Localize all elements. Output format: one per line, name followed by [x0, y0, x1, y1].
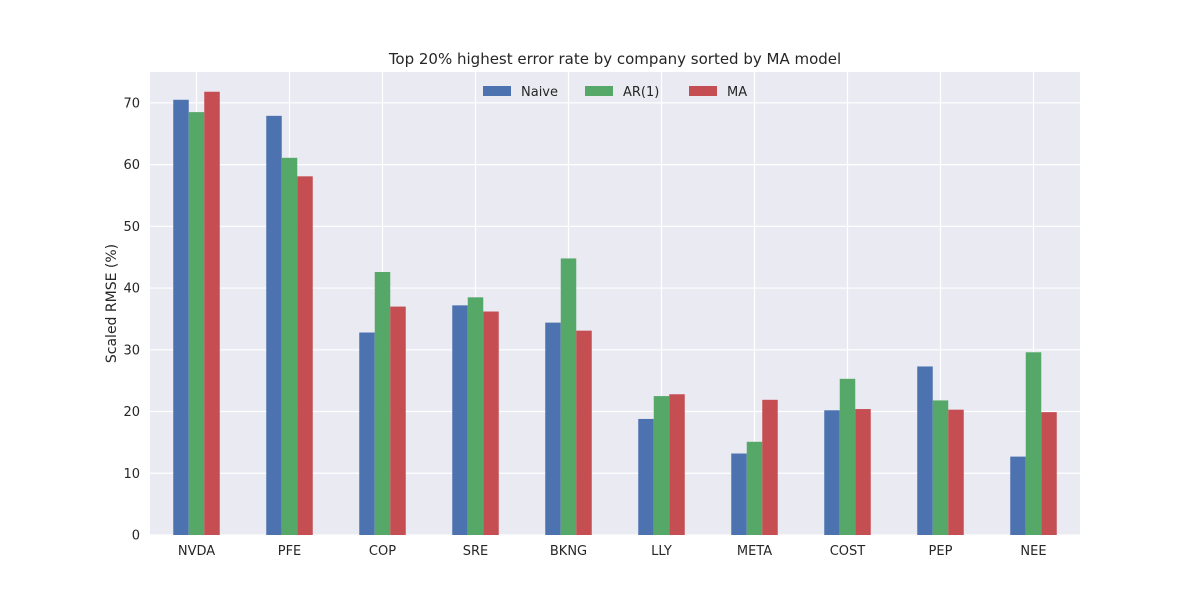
x-tick-label: META — [737, 544, 772, 559]
x-tick-label: PFE — [278, 544, 302, 559]
y-axis-ticks: 0 10 20 30 40 50 60 70 — [123, 96, 140, 543]
y-tick-label: 50 — [123, 220, 140, 235]
bar — [452, 305, 468, 535]
bar — [932, 400, 949, 535]
x-tick-label: COP — [369, 544, 396, 559]
y-axis-label: Scaled RMSE (%) — [104, 244, 120, 363]
bars — [173, 91, 1057, 536]
bar — [467, 297, 484, 535]
legend-label: AR(1) — [623, 85, 659, 100]
bar — [638, 418, 654, 535]
bar — [669, 394, 685, 535]
bar — [390, 306, 406, 535]
x-tick-label: BKNG — [550, 544, 587, 559]
bar — [824, 410, 840, 535]
y-tick-label: 40 — [123, 282, 140, 297]
legend-swatch — [689, 86, 717, 96]
legend-label: Naive — [521, 85, 558, 100]
bar — [917, 366, 933, 535]
x-tick-label: PEP — [929, 544, 953, 559]
bar — [281, 157, 298, 535]
legend: Naive AR(1) MA — [483, 85, 747, 100]
bar — [374, 272, 391, 535]
bar — [297, 176, 313, 535]
legend-label: MA — [727, 85, 747, 100]
legend-swatch — [483, 86, 511, 96]
bar — [545, 322, 561, 535]
x-tick-label: NVDA — [178, 544, 215, 559]
bar — [1041, 412, 1057, 535]
chart-title: Top 20% highest error rate by company so… — [388, 50, 841, 68]
bar — [266, 115, 282, 536]
y-tick-label: 70 — [123, 96, 140, 111]
y-tick-label: 60 — [123, 158, 140, 173]
y-tick-label: 20 — [123, 405, 140, 420]
y-tick-label: 30 — [123, 343, 140, 358]
bar — [948, 409, 964, 535]
bar — [1025, 352, 1042, 535]
y-tick-label: 0 — [132, 529, 140, 544]
bar — [560, 258, 577, 535]
bar — [731, 453, 747, 535]
bar — [1010, 456, 1026, 535]
bar — [576, 330, 592, 535]
bar — [839, 378, 856, 535]
bar — [173, 99, 189, 535]
bar — [855, 409, 871, 535]
x-tick-label: LLY — [651, 544, 672, 559]
x-tick-label: SRE — [463, 544, 489, 559]
legend-swatch — [585, 86, 613, 96]
bar — [359, 332, 375, 535]
bar — [483, 311, 499, 535]
x-tick-label: COST — [830, 544, 866, 559]
bar — [653, 396, 670, 535]
bar — [204, 91, 220, 535]
x-tick-label: NEE — [1020, 544, 1046, 559]
x-axis-ticks: NVDA PFE COP SRE BKNG LLY META COST PEP NEE — [178, 544, 1047, 559]
bar — [746, 441, 763, 535]
bar — [188, 112, 205, 536]
bar — [762, 399, 778, 535]
y-tick-label: 10 — [123, 467, 140, 482]
